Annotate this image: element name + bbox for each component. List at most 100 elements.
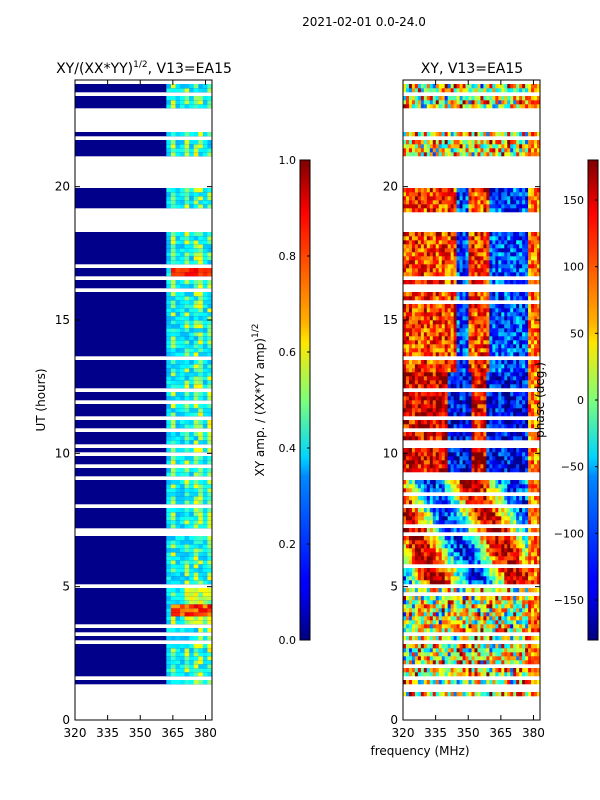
heatmap-cell xyxy=(189,256,195,261)
heatmap-cell xyxy=(456,556,460,561)
heatmap-cell xyxy=(534,312,538,317)
heatmap-cell xyxy=(450,672,454,677)
heatmap-cell xyxy=(420,340,425,345)
heatmap-cell xyxy=(75,516,212,521)
heatmap-cell xyxy=(166,324,172,329)
heatmap-cell xyxy=(432,672,437,677)
heatmap-cell xyxy=(441,452,445,457)
heatmap-cell xyxy=(202,420,208,425)
heatmap-cell xyxy=(480,596,484,601)
heatmap-cell xyxy=(492,648,496,653)
heatmap-cell xyxy=(507,560,511,565)
heatmap-cell xyxy=(75,196,212,201)
heatmap-cell xyxy=(513,680,517,685)
heatmap-cell xyxy=(495,540,499,545)
heatmap-cell xyxy=(465,588,469,593)
heatmap-cell xyxy=(423,636,428,641)
heatmap-cell xyxy=(531,672,535,677)
heatmap-cell xyxy=(207,344,213,349)
heatmap-cell xyxy=(486,588,490,593)
heatmap-cell xyxy=(432,272,437,277)
heatmap-cell xyxy=(516,452,520,457)
heatmap-cell xyxy=(189,516,195,521)
heatmap-cell xyxy=(498,392,502,397)
heatmap-cell xyxy=(471,384,475,389)
heatmap-cell xyxy=(462,336,466,341)
heatmap-cell xyxy=(429,556,434,561)
heatmap-cell xyxy=(189,512,195,517)
heatmap-cell xyxy=(429,460,434,465)
heatmap-cell xyxy=(193,620,199,625)
heatmap-cell xyxy=(447,308,451,313)
heatmap-cell xyxy=(175,660,181,665)
heatmap-cell xyxy=(462,680,466,685)
heatmap-cell xyxy=(483,292,487,297)
heatmap-cell xyxy=(483,336,487,341)
heatmap-cell xyxy=(534,656,538,661)
heatmap-cell xyxy=(453,496,457,501)
heatmap-cell xyxy=(510,332,514,337)
heatmap-cell xyxy=(180,100,185,105)
heatmap-cell xyxy=(489,660,493,665)
heatmap-cell xyxy=(423,452,428,457)
heatmap-cell xyxy=(537,460,541,465)
heatmap-cell xyxy=(453,508,457,513)
heatmap-cell xyxy=(534,488,538,493)
heatmap-cell xyxy=(432,588,437,593)
heatmap-cell xyxy=(170,332,176,337)
heatmap-cell xyxy=(465,432,469,437)
heatmap-cell xyxy=(198,436,204,441)
heatmap-cell xyxy=(531,408,535,413)
heatmap-cell xyxy=(450,644,454,649)
heatmap-cell xyxy=(489,652,493,657)
heatmap-cell xyxy=(408,304,413,309)
heatmap-cell xyxy=(537,556,541,561)
heatmap-cell xyxy=(495,604,499,609)
heatmap-cell xyxy=(471,372,475,377)
heatmap-cell xyxy=(483,448,487,453)
heatmap-cell xyxy=(516,552,520,557)
heatmap-cell xyxy=(193,204,199,209)
heatmap-cell xyxy=(489,644,493,649)
heatmap-cell xyxy=(441,332,445,337)
heatmap-cell xyxy=(528,660,532,665)
heatmap-cell xyxy=(471,556,475,561)
heatmap-cell xyxy=(408,668,413,673)
heatmap-cell xyxy=(189,432,195,437)
heatmap-cell xyxy=(438,620,443,625)
heatmap-cell xyxy=(184,372,190,377)
heatmap-cell xyxy=(498,672,502,677)
heatmap-cell xyxy=(411,480,416,485)
heatmap-cell xyxy=(417,436,422,441)
heatmap-cell xyxy=(207,336,213,341)
heatmap-cell xyxy=(423,560,428,565)
heatmap-cell xyxy=(459,648,463,653)
heatmap-cell xyxy=(405,320,410,325)
heatmap-cell xyxy=(531,656,535,661)
heatmap-cell xyxy=(507,384,511,389)
heatmap-cell xyxy=(202,604,208,609)
heatmap-cell xyxy=(486,272,490,277)
heatmap-cell xyxy=(504,612,508,617)
heatmap-cell xyxy=(468,268,472,273)
heatmap-cell xyxy=(193,316,199,321)
heatmap-cell xyxy=(489,612,493,617)
heatmap-cell xyxy=(180,280,185,285)
heatmap-cell xyxy=(537,604,541,609)
heatmap-cell xyxy=(516,336,520,341)
heatmap-cell xyxy=(468,520,472,525)
heatmap-cell xyxy=(516,436,520,441)
heatmap-cell xyxy=(486,308,490,313)
heatmap-cell xyxy=(522,332,526,337)
heatmap-cell xyxy=(170,556,176,561)
heatmap-cell xyxy=(420,448,425,453)
heatmap-cell xyxy=(426,352,431,357)
heatmap-cell xyxy=(483,608,487,613)
heatmap-cell xyxy=(501,360,505,365)
heatmap-cell xyxy=(432,448,437,453)
heatmap-cell xyxy=(198,580,204,585)
heatmap-cell xyxy=(423,448,428,453)
heatmap-cell xyxy=(189,316,195,321)
heatmap-cell xyxy=(504,364,508,369)
heatmap-cell xyxy=(450,340,454,345)
